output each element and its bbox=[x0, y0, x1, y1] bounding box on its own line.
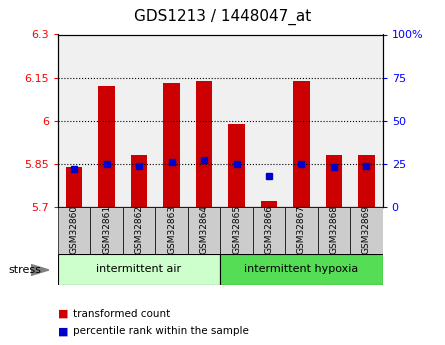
Bar bbox=[220, 207, 253, 254]
Bar bbox=[253, 207, 285, 254]
Bar bbox=[188, 207, 220, 254]
Text: GSM32865: GSM32865 bbox=[232, 205, 241, 254]
Text: GSM32864: GSM32864 bbox=[199, 205, 209, 254]
Text: ■: ■ bbox=[58, 326, 69, 336]
Bar bbox=[358, 155, 375, 207]
Bar bbox=[155, 207, 188, 254]
Bar bbox=[58, 254, 220, 285]
Text: intermittent air: intermittent air bbox=[97, 264, 182, 274]
Bar bbox=[98, 86, 115, 207]
Bar bbox=[318, 207, 350, 254]
Text: GSM32861: GSM32861 bbox=[102, 205, 111, 254]
Text: GSM32866: GSM32866 bbox=[264, 205, 274, 254]
Text: GDS1213 / 1448047_at: GDS1213 / 1448047_at bbox=[134, 9, 311, 25]
Text: GSM32860: GSM32860 bbox=[69, 205, 79, 254]
Text: GSM32862: GSM32862 bbox=[134, 205, 144, 254]
Text: intermittent hypoxia: intermittent hypoxia bbox=[244, 264, 359, 274]
Bar bbox=[261, 201, 277, 207]
Text: percentile rank within the sample: percentile rank within the sample bbox=[73, 326, 249, 336]
Text: GSM32863: GSM32863 bbox=[167, 205, 176, 254]
Bar bbox=[90, 207, 123, 254]
Bar bbox=[326, 155, 342, 207]
Bar bbox=[123, 207, 155, 254]
Bar bbox=[220, 254, 383, 285]
Bar bbox=[58, 207, 90, 254]
Bar bbox=[228, 124, 245, 207]
Text: transformed count: transformed count bbox=[73, 309, 171, 319]
Bar bbox=[131, 155, 147, 207]
Bar bbox=[293, 80, 310, 207]
Bar bbox=[350, 207, 383, 254]
Bar bbox=[66, 167, 82, 207]
Text: GSM32868: GSM32868 bbox=[329, 205, 339, 254]
Polygon shape bbox=[31, 265, 49, 275]
Text: GSM32867: GSM32867 bbox=[297, 205, 306, 254]
Bar bbox=[163, 83, 180, 207]
Text: GSM32869: GSM32869 bbox=[362, 205, 371, 254]
Text: ■: ■ bbox=[58, 309, 69, 319]
Bar bbox=[285, 207, 318, 254]
Bar bbox=[196, 80, 212, 207]
Text: stress: stress bbox=[9, 265, 42, 275]
